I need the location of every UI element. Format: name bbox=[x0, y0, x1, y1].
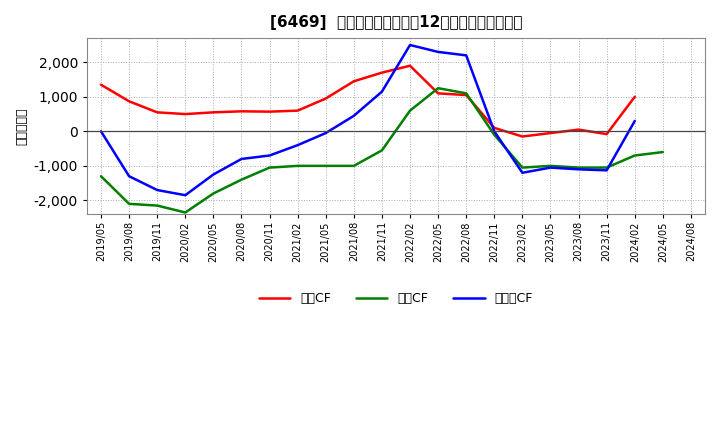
フリーCF bbox=[490, 128, 499, 134]
投資CF bbox=[265, 165, 274, 170]
フリーCF bbox=[603, 168, 611, 173]
営業CF bbox=[209, 110, 217, 115]
投資CF bbox=[181, 210, 189, 215]
フリーCF bbox=[575, 167, 583, 172]
投資CF bbox=[209, 191, 217, 196]
フリーCF bbox=[237, 156, 246, 161]
営業CF bbox=[433, 91, 442, 96]
投資CF bbox=[377, 148, 386, 153]
営業CF bbox=[153, 110, 161, 115]
営業CF bbox=[575, 127, 583, 132]
投資CF bbox=[518, 165, 527, 170]
投資CF bbox=[293, 163, 302, 169]
投資CF bbox=[462, 91, 471, 96]
営業CF bbox=[462, 92, 471, 98]
投資CF bbox=[631, 153, 639, 158]
投資CF bbox=[321, 163, 330, 169]
Line: 営業CF: 営業CF bbox=[101, 66, 635, 136]
Line: フリーCF: フリーCF bbox=[101, 45, 635, 195]
営業CF bbox=[349, 79, 358, 84]
営業CF bbox=[490, 125, 499, 131]
フリーCF bbox=[293, 143, 302, 148]
営業CF bbox=[265, 109, 274, 114]
フリーCF bbox=[181, 193, 189, 198]
フリーCF bbox=[546, 165, 555, 170]
投資CF bbox=[237, 177, 246, 182]
投資CF bbox=[153, 203, 161, 208]
営業CF bbox=[181, 111, 189, 117]
投資CF bbox=[405, 108, 414, 113]
Title: [6469]  キャッシュフローの12か月移動合計の推移: [6469] キャッシュフローの12か月移動合計の推移 bbox=[270, 15, 522, 30]
営業CF bbox=[631, 94, 639, 99]
投資CF bbox=[659, 150, 667, 155]
営業CF bbox=[377, 70, 386, 75]
フリーCF bbox=[125, 174, 133, 179]
投資CF bbox=[433, 85, 442, 91]
フリーCF bbox=[631, 118, 639, 124]
投資CF bbox=[490, 132, 499, 137]
フリーCF bbox=[433, 49, 442, 55]
営業CF bbox=[603, 132, 611, 137]
Legend: 営業CF, 投資CF, フリーCF: 営業CF, 投資CF, フリーCF bbox=[254, 287, 538, 310]
フリーCF bbox=[518, 170, 527, 176]
Line: 投資CF: 投資CF bbox=[101, 88, 663, 213]
フリーCF bbox=[321, 130, 330, 136]
Y-axis label: （百万円）: （百万円） bbox=[15, 107, 28, 145]
営業CF bbox=[293, 108, 302, 113]
営業CF bbox=[518, 134, 527, 139]
営業CF bbox=[237, 109, 246, 114]
投資CF bbox=[546, 163, 555, 169]
投資CF bbox=[603, 165, 611, 170]
営業CF bbox=[125, 99, 133, 104]
投資CF bbox=[349, 163, 358, 169]
投資CF bbox=[125, 201, 133, 206]
フリーCF bbox=[209, 172, 217, 177]
フリーCF bbox=[462, 53, 471, 58]
フリーCF bbox=[96, 128, 105, 134]
フリーCF bbox=[153, 187, 161, 193]
営業CF bbox=[546, 130, 555, 136]
営業CF bbox=[405, 63, 414, 68]
フリーCF bbox=[349, 113, 358, 118]
投資CF bbox=[575, 165, 583, 170]
営業CF bbox=[96, 82, 105, 88]
投資CF bbox=[96, 174, 105, 179]
フリーCF bbox=[265, 153, 274, 158]
営業CF bbox=[321, 96, 330, 101]
フリーCF bbox=[377, 89, 386, 94]
フリーCF bbox=[405, 42, 414, 48]
